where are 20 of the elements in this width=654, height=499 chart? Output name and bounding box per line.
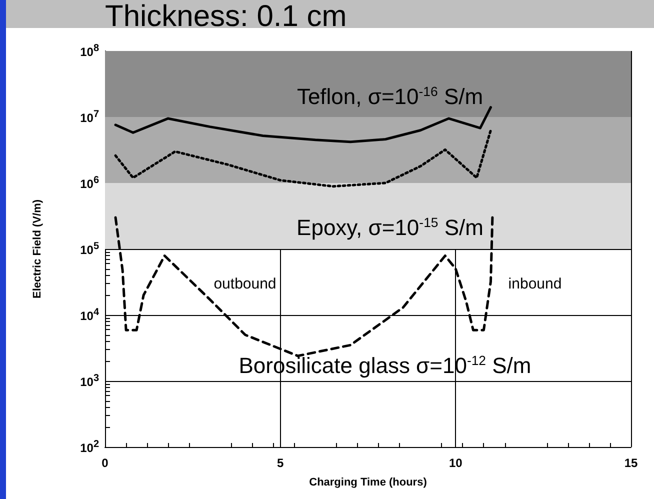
annotation: Epoxy, σ=10$^{-15}$ S/m <box>296 214 484 242</box>
line-series <box>114 106 492 144</box>
y-tick-label: 10$^{8}$ <box>80 43 99 59</box>
y-axis-title: Electric Field (V/m) <box>32 199 44 299</box>
x-tick-label: 15 <box>624 456 638 470</box>
y-tick-label: 10$^{2}$ <box>80 439 99 455</box>
annotation: Teflon, σ=10$^{-16}$ S/m <box>296 84 484 110</box>
y-tick-label: 10$^{7}$ <box>80 109 99 125</box>
y-tick-label: 10$^{3}$ <box>80 373 99 389</box>
chart-title: Thickness: 0.1 cm <box>105 0 347 34</box>
annotation: outbound <box>214 276 276 292</box>
x-axis-title: Charging Time (hours) <box>309 476 428 488</box>
y-tick-label: 10$^{6}$ <box>80 175 99 191</box>
annotation: inbound <box>508 276 562 292</box>
x-tick-label: 5 <box>276 456 284 470</box>
x-tick-label: 10 <box>448 456 463 470</box>
line-series <box>114 128 492 188</box>
y-tick-label: 10$^{5}$ <box>80 241 99 257</box>
x-tick-label: 0 <box>102 456 109 470</box>
y-tick-label: 10$^{4}$ <box>80 307 99 323</box>
